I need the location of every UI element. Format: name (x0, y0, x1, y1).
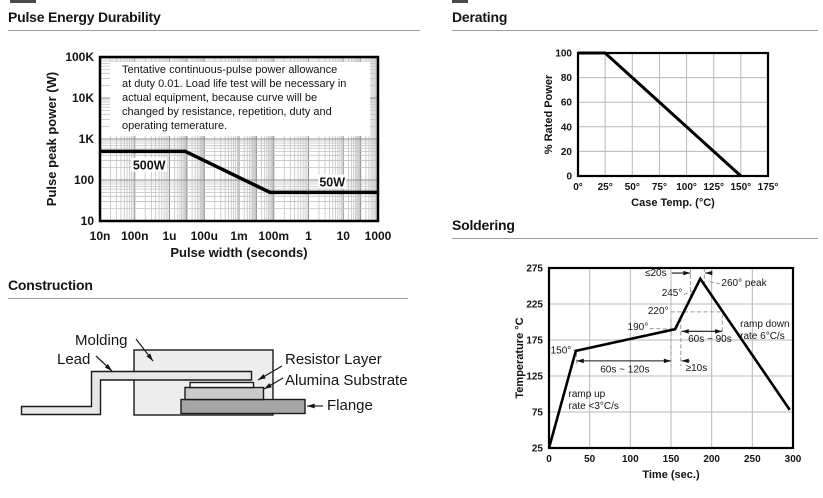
x-tick-label: 100° (676, 182, 697, 193)
pulse-note-text: Tentative continuous-pulse power allowan… (122, 64, 346, 132)
y-tick-label: 1K (79, 132, 95, 146)
x-tick-label: 25° (598, 182, 613, 193)
x-tick-label: 150 (663, 454, 680, 465)
y-tick-label: 20 (561, 147, 573, 158)
x-tick-label: 10 (337, 229, 351, 243)
pulse-y-axis-title: Pulse peak power (W) (44, 72, 59, 206)
soldering-x-axis-title: Time (sec.) (642, 469, 700, 481)
chart-annotation: 245° (662, 288, 683, 299)
x-tick-label: 1000 (365, 229, 392, 243)
x-tick-label: 75° (652, 182, 667, 193)
chart-annotation: 60s ~ 90s (688, 334, 732, 345)
soldering-plot-frame (547, 266, 795, 450)
pulse-x-axis-title: Pulse width (seconds) (170, 245, 307, 260)
part-label: Alumina Substrate (285, 372, 408, 389)
pulse-plot-frame (98, 55, 380, 223)
svg-text:at duty 0.01. Load life test w: at duty 0.01. Load life test will be nec… (122, 78, 346, 90)
section-title-derating: Derating (452, 9, 818, 31)
section-title-pulse-energy-durability: Pulse Energy Durability (8, 9, 420, 31)
part-resistor-layer (189, 381, 255, 389)
x-tick-label: 100n (121, 229, 148, 243)
y-tick-label: 0 (566, 172, 572, 183)
chart-annotation: 190° (628, 322, 649, 333)
page-crop-artifact (452, 0, 468, 3)
x-tick-label: 10n (90, 229, 111, 243)
part-label: Flange (327, 397, 373, 414)
y-tick-label: 25 (532, 444, 544, 455)
y-tick-label: 175 (526, 336, 543, 347)
x-tick-label: 50° (625, 182, 640, 193)
section-title-soldering: Soldering (452, 217, 818, 239)
chart-annotation: ramp down (740, 319, 789, 330)
part-alumina-substrate (184, 386, 265, 401)
x-tick-label: 150° (731, 182, 752, 193)
y-tick-label: 60 (561, 98, 573, 109)
x-tick-label: 1m (230, 229, 247, 243)
part-label: Lead (57, 351, 90, 368)
chart-annotation: 60s ~ 120s (600, 364, 649, 375)
part-flange (180, 398, 306, 415)
x-tick-label: 300 (785, 454, 802, 465)
derating-x-axis-title: Case Temp. (°C) (631, 197, 715, 209)
y-tick-label: 10 (81, 214, 95, 228)
part-label: Resistor Layer (285, 351, 382, 368)
pulse-power-curve (100, 149, 378, 195)
y-tick-label: 40 (561, 122, 573, 133)
chart-annotation: ramp up (569, 389, 606, 400)
solder-reflow-profile (547, 276, 791, 449)
derating-plot-frame (576, 51, 770, 178)
y-tick-label: 100 (555, 49, 572, 60)
y-tick-label: 100 (74, 173, 94, 187)
y-tick-label: 10K (72, 91, 94, 105)
x-tick-label: 100 (622, 454, 639, 465)
page-crop-artifact (10, 0, 36, 3)
y-tick-label: 225 (526, 300, 543, 311)
x-tick-label: 0 (546, 454, 552, 465)
x-tick-label: 0° (573, 182, 583, 193)
chart-annotation: rate <3°C/s (569, 401, 619, 412)
part-lead (20, 370, 253, 416)
curve-value-label: 500W (133, 159, 166, 173)
y-tick-label: 75 (532, 408, 544, 419)
part-label: Molding (75, 332, 128, 349)
curve-value-label: 50W (319, 176, 345, 190)
x-tick-label: 50 (584, 454, 596, 465)
chart-annotation: 150° (551, 346, 572, 357)
svg-text:operating temerature.: operating temerature. (122, 120, 227, 132)
x-tick-label: 125° (703, 182, 724, 193)
derating-grid (578, 53, 768, 176)
chart-annotation: rate 6°C/s (740, 331, 785, 342)
soldering-grid (549, 268, 793, 448)
svg-text:Tentative continuous-pulse pow: Tentative continuous-pulse power allowan… (122, 64, 337, 76)
x-tick-label: 175° (758, 182, 779, 193)
chart-annotation: ≤20s (645, 268, 667, 279)
svg-text:actual equipment, because curv: actual equipment, because curve will be (122, 92, 317, 104)
pulse-note-box (110, 62, 370, 136)
x-tick-label: 1 (305, 229, 312, 243)
x-tick-label: 100u (191, 229, 218, 243)
x-tick-label: 1u (162, 229, 176, 243)
y-tick-label: 100K (65, 50, 94, 64)
derating-y-axis-title: % Rated Power (543, 74, 555, 154)
x-tick-label: 250 (744, 454, 761, 465)
x-tick-label: 100m (258, 229, 289, 243)
soldering-y-axis-title: Temperature °C (514, 317, 526, 398)
chart-annotation: 260° peak (721, 278, 767, 289)
y-tick-label: 80 (561, 73, 573, 84)
section-title-construction: Construction (8, 277, 408, 299)
chart-annotation: 220° (648, 306, 669, 317)
x-tick-label: 200 (703, 454, 720, 465)
svg-text:changed by resistance, repetit: changed by resistance, repetition, duty … (122, 106, 332, 118)
chart-annotation: ≥10s (686, 363, 708, 374)
y-tick-label: 125 (526, 372, 543, 383)
y-tick-label: 275 (526, 264, 543, 275)
